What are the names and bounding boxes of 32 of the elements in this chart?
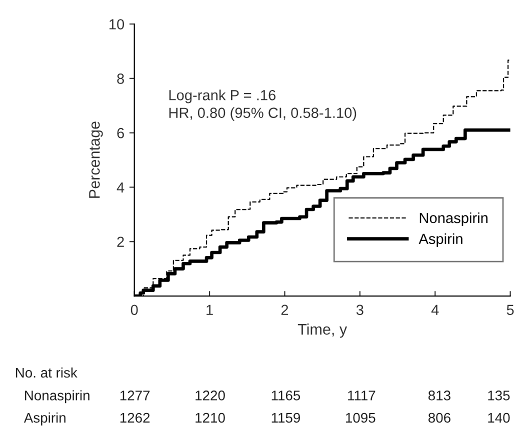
text: 1117 xyxy=(348,390,376,400)
x-tick-label: 1 xyxy=(206,304,213,315)
text: 135 xyxy=(488,390,510,400)
text: 1262 xyxy=(120,412,150,423)
text: 1159 xyxy=(272,412,300,423)
y-tick-label: 2 xyxy=(117,236,124,247)
x-axis-title: Time, y xyxy=(298,323,348,338)
text: 140 xyxy=(488,412,510,423)
text: 813 xyxy=(428,390,450,400)
x-tick-label: 3 xyxy=(356,304,364,316)
y-tick-label: 6 xyxy=(117,128,124,138)
annotation: HR, 0.80 (95% CI, 0.58-1.10) xyxy=(169,107,356,121)
legend-label: Aspirin xyxy=(418,233,462,247)
text: 1095 xyxy=(346,412,376,423)
x-tick-label: 0 xyxy=(130,304,138,316)
text: 1277 xyxy=(120,390,150,400)
text: No. at risk xyxy=(16,367,78,378)
text: 806 xyxy=(428,412,450,423)
text: 1165 xyxy=(272,390,300,400)
text: 1220 xyxy=(196,390,225,400)
y-tick-label: 4 xyxy=(116,182,124,192)
x-tick-label: 5 xyxy=(506,304,514,316)
y-axis-title: Percentage xyxy=(89,122,103,198)
annotation: Log-rank P = .16 xyxy=(169,90,276,104)
legend-label: Nonaspirin xyxy=(420,212,488,226)
text: Aspirin xyxy=(24,412,66,426)
y-tick-label: 8 xyxy=(117,74,124,84)
text: Nonaspirin xyxy=(25,390,90,404)
x-tick-label: 4 xyxy=(431,304,439,315)
y-tick-label: 10 xyxy=(110,19,124,30)
x-tick-label: 2 xyxy=(281,304,288,315)
text: 1210 xyxy=(196,412,225,423)
